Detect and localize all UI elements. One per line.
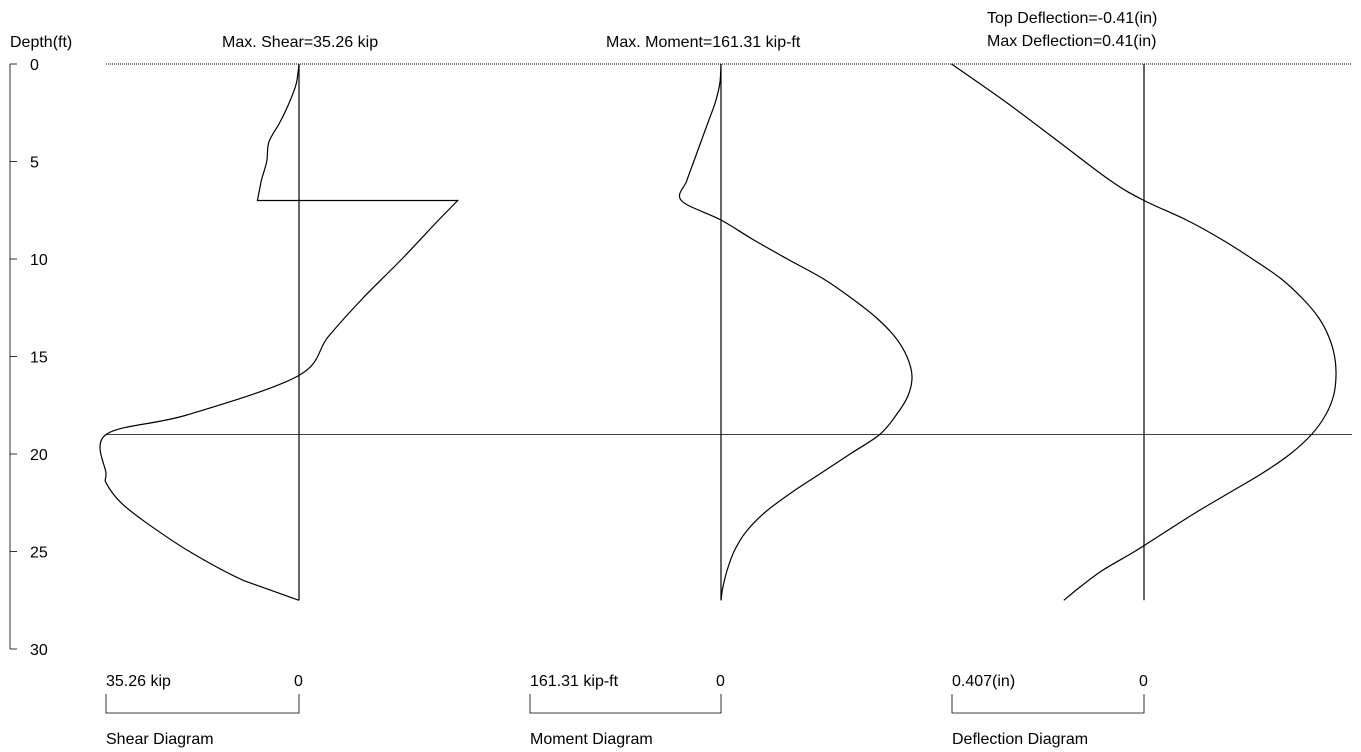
deflection-scale-label: 0.407(in) xyxy=(952,673,1015,690)
shear-diagram xyxy=(99,63,460,601)
depth-axis-label: Depth(ft) xyxy=(10,34,72,51)
max-deflection-title: Max Deflection=0.41(in) xyxy=(987,33,1156,50)
shear-scale-bracket xyxy=(105,694,300,714)
depth-tick-label: 25 xyxy=(30,545,48,562)
moment-scale-label: 161.31 kip-ft xyxy=(530,673,619,690)
shear-diagram-name: Shear Diagram xyxy=(106,731,214,748)
deflection-curve xyxy=(951,63,1337,601)
depth-tick-label: 20 xyxy=(30,447,48,464)
depth-axis: 0 5 10 15 20 25 30 xyxy=(9,57,48,659)
depth-tick-label: 30 xyxy=(30,642,48,659)
moment-diagram xyxy=(678,63,913,601)
shear-max-title: Max. Shear=35.26 kip xyxy=(222,34,378,51)
depth-tick-label: 15 xyxy=(30,350,48,367)
shear-scale-label: 35.26 kip xyxy=(106,673,171,690)
shear-legend: 35.26 kip 0 Shear Diagram xyxy=(105,673,303,748)
moment-curve xyxy=(678,63,913,601)
deflection-zero-label: 0 xyxy=(1139,673,1148,690)
deflection-legend: 0.407(in) 0 Deflection Diagram xyxy=(951,673,1148,748)
moment-max-title: Max. Moment=161.31 kip-ft xyxy=(606,34,801,51)
moment-diagram-name: Moment Diagram xyxy=(530,731,653,748)
deflection-scale-bracket xyxy=(951,694,1145,714)
moment-scale-bracket xyxy=(529,694,722,714)
depth-tick-label: 5 xyxy=(30,155,39,172)
depth-tick-label: 0 xyxy=(30,57,39,74)
moment-zero-label: 0 xyxy=(716,673,725,690)
top-deflection-title: Top Deflection=-0.41(in) xyxy=(987,10,1157,27)
diagram-curves xyxy=(99,63,1337,601)
shear-zero-label: 0 xyxy=(294,673,303,690)
depth-tick-label: 10 xyxy=(30,252,48,269)
moment-legend: 161.31 kip-ft 0 Moment Diagram xyxy=(529,673,725,748)
deflection-diagram xyxy=(951,63,1337,601)
deflection-diagram-name: Deflection Diagram xyxy=(952,731,1088,748)
shear-curve xyxy=(99,63,460,601)
